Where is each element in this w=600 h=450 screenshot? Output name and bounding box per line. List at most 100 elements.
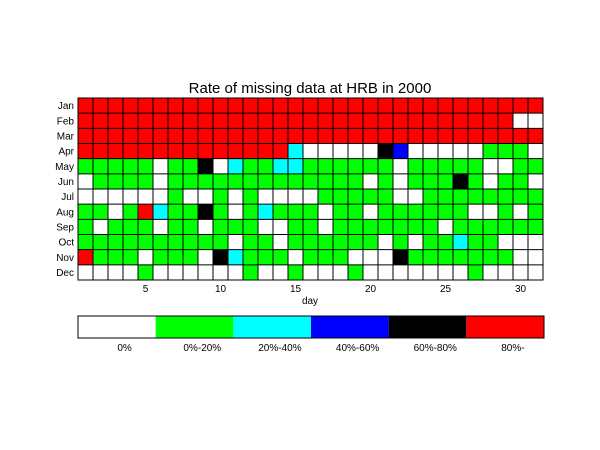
day-tick-10: 10 [215,284,227,295]
cell-jul-4 [123,189,138,205]
cell-mar-3 [108,128,123,144]
month-label-feb: Feb [57,116,75,127]
cell-jul-21 [378,189,393,205]
cell-jul-8 [183,189,198,205]
cell-aug-31 [528,204,543,220]
cell-jan-8 [183,98,198,114]
cell-feb-4 [123,113,138,129]
x-axis-title: day [302,296,318,307]
cell-jan-3 [108,98,123,114]
cell-mar-22 [393,128,408,144]
cell-may-7 [168,158,183,174]
cell-nov-16 [303,249,318,265]
cell-mar-18 [333,128,348,144]
cell-may-5 [138,158,153,174]
cell-sep-29 [498,219,513,235]
cell-may-14 [273,158,288,174]
cell-jan-31 [528,98,543,114]
cell-dec-16 [303,264,318,280]
day-tick-20: 20 [365,284,377,295]
cell-mar-20 [363,128,378,144]
cell-dec-12 [243,264,258,280]
cell-jun-12 [243,173,258,189]
legend-label-0: 0% [117,343,132,354]
cell-nov-10 [213,249,228,265]
cell-may-17 [318,158,333,174]
cell-nov-30 [513,249,528,265]
cell-jul-27 [468,189,483,205]
legend-swatch-0 [78,316,156,338]
cell-dec-7 [168,264,183,280]
cell-may-31 [528,158,543,174]
cell-may-18 [333,158,348,174]
cell-apr-25 [438,143,453,159]
cell-sep-26 [453,219,468,235]
cell-mar-14 [273,128,288,144]
cell-apr-19 [348,143,363,159]
cell-jul-12 [243,189,258,205]
cell-may-28 [483,158,498,174]
cell-jan-6 [153,98,168,114]
cell-jun-19 [348,173,363,189]
cell-oct-30 [513,234,528,250]
cell-may-15 [288,158,303,174]
cell-oct-2 [93,234,108,250]
cell-oct-13 [258,234,273,250]
cell-mar-4 [123,128,138,144]
plot-frame [77,97,544,281]
cell-jun-6 [153,173,168,189]
cell-jun-14 [273,173,288,189]
cell-jul-18 [333,189,348,205]
month-tick-labels: Jan Feb Mar Apr May Jun Jul Aug Sep Oct Nov Dec [55,101,75,279]
cell-apr-26 [453,143,468,159]
cell-sep-27 [468,219,483,235]
cell-oct-3 [108,234,123,250]
cell-feb-28 [483,113,498,129]
cell-oct-6 [153,234,168,250]
cell-dec-8 [183,264,198,280]
cell-dec-4 [123,264,138,280]
cell-dec-17 [318,264,333,280]
cell-apr-14 [273,143,288,159]
cell-oct-18 [333,234,348,250]
cell-oct-7 [168,234,183,250]
cell-jul-25 [438,189,453,205]
cell-sep-2 [93,219,108,235]
cell-feb-23 [408,113,423,129]
cell-jan-16 [303,98,318,114]
cell-apr-1 [78,143,93,159]
cell-dec-24 [423,264,438,280]
cell-oct-10 [213,234,228,250]
cell-apr-5 [138,143,153,159]
cell-may-22 [393,158,408,174]
cell-sep-25 [438,219,453,235]
cell-feb-2 [93,113,108,129]
cell-oct-31 [528,234,543,250]
cell-may-24 [423,158,438,174]
cell-jan-20 [363,98,378,114]
month-label-nov: Nov [56,253,74,264]
cell-oct-28 [483,234,498,250]
cell-nov-12 [243,249,258,265]
cell-aug-6 [153,204,168,220]
cell-may-12 [243,158,258,174]
cell-may-2 [93,158,108,174]
cell-dec-27 [468,264,483,280]
cell-aug-12 [243,204,258,220]
cell-jul-19 [348,189,363,205]
colorbar-legend: 0% 0%-20% 20%-40% 40%-60% 60%-80% 80%- [77,315,545,354]
cell-aug-30 [513,204,528,220]
cell-oct-22 [393,234,408,250]
day-tick-15: 15 [290,284,302,295]
cell-aug-23 [408,204,423,220]
cell-sep-22 [393,219,408,235]
cell-sep-17 [318,219,333,235]
cell-jul-1 [78,189,93,205]
legend-swatch-3 [311,316,389,338]
cell-nov-31 [528,249,543,265]
cell-feb-24 [423,113,438,129]
cell-may-4 [123,158,138,174]
cell-feb-5 [138,113,153,129]
cell-mar-24 [423,128,438,144]
